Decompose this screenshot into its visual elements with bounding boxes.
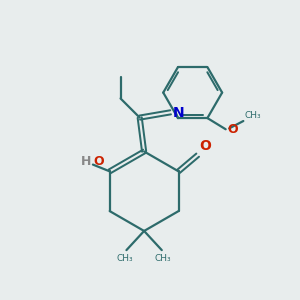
Text: O: O (227, 123, 238, 136)
Text: O: O (200, 140, 211, 153)
Text: CH₃: CH₃ (155, 254, 172, 262)
Text: N: N (173, 106, 184, 120)
Text: H: H (81, 154, 91, 167)
Text: CH₃: CH₃ (245, 111, 261, 120)
Text: CH₃: CH₃ (117, 254, 133, 262)
Text: O: O (93, 154, 104, 167)
